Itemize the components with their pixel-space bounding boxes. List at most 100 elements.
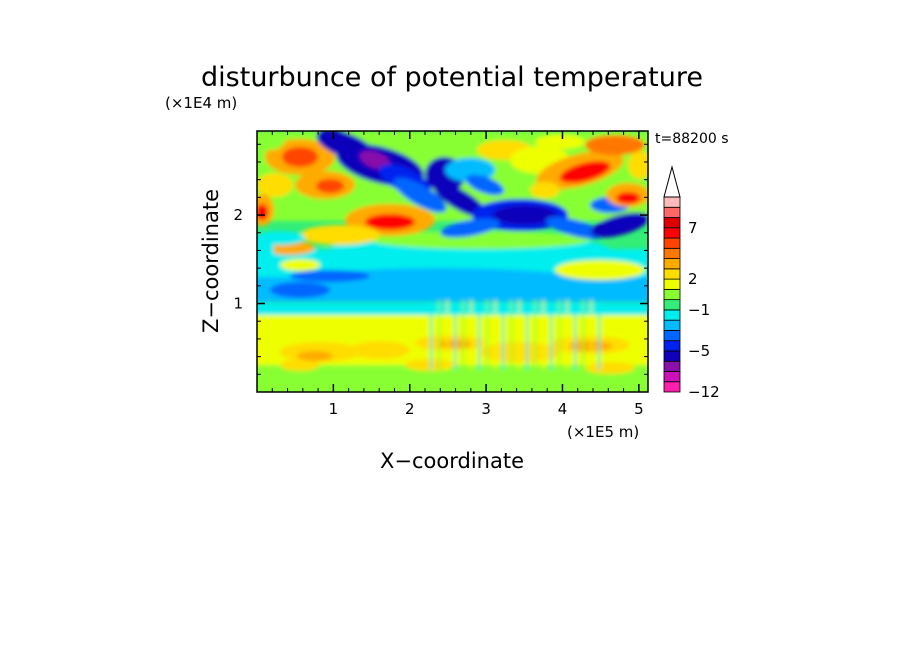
- wave-stripe: [470, 300, 473, 370]
- wave-stripe: [566, 300, 569, 370]
- wave-stripe: [558, 300, 561, 370]
- contour-region: [466, 174, 504, 196]
- contour-region: [562, 170, 578, 180]
- y-axis: 12: [233, 143, 648, 375]
- wave-stripe: [478, 300, 481, 370]
- contour-region: [555, 260, 645, 280]
- wave-stripe: [486, 300, 489, 370]
- contour-region: [433, 182, 487, 218]
- contour-region: [585, 362, 635, 374]
- wave-stripe: [510, 300, 513, 370]
- x-axis-label: X−coordinate: [380, 449, 524, 473]
- contour-region: [558, 370, 582, 380]
- contour-region: [350, 341, 410, 359]
- wave-stripe: [518, 300, 521, 370]
- colorbar-swatch-1: [663, 371, 681, 383]
- wave-stripe: [454, 300, 457, 370]
- y-tick-label-0: 1: [233, 295, 243, 313]
- wave-stripe: [526, 300, 529, 370]
- colorbar-label-2: −1: [688, 301, 710, 319]
- x-axis: 1 2 3 4 5: [271, 131, 644, 418]
- contour-region: [257, 131, 285, 150]
- colorbar-swatch-6: [663, 319, 681, 331]
- y-tick-label-1: 2: [233, 206, 243, 224]
- x-tick-label-2: 3: [481, 400, 491, 418]
- wave-stripe: [574, 300, 577, 370]
- contour-region: [290, 270, 370, 282]
- contour-region: [257, 173, 293, 197]
- contour-region: [352, 378, 388, 390]
- x-unit-label: (×1E5 m): [567, 423, 639, 441]
- colorbar-swatch-16: [663, 217, 681, 229]
- colorbar-label-4: −12: [688, 383, 720, 401]
- contour-region: [628, 151, 648, 179]
- colorbar-label-3: −5: [688, 342, 710, 360]
- x-tick-label-3: 4: [558, 400, 568, 418]
- colorbar-swatch-8: [663, 299, 681, 311]
- colorbar-swatch-2: [663, 360, 681, 372]
- wave-stripe: [430, 300, 433, 370]
- contour-region: [316, 179, 344, 193]
- contour-region: [257, 236, 274, 264]
- colorbar-swatch-17: [663, 206, 681, 218]
- wave-stripe: [550, 300, 553, 370]
- contour-region: [616, 192, 640, 204]
- colorbar-swatch-3: [663, 350, 681, 362]
- contour-region: [365, 214, 415, 230]
- colorbar-swatch-4: [663, 340, 681, 352]
- contour-band: [257, 303, 648, 315]
- contour-region: [280, 259, 320, 271]
- colorbar-swatch-12: [663, 258, 681, 270]
- contour-region: [280, 359, 320, 371]
- plot-frame: [256, 130, 649, 393]
- contour-region: [257, 204, 268, 220]
- wave-stripe: [590, 300, 593, 370]
- contour-region: [545, 217, 605, 239]
- contour-region: [485, 372, 515, 384]
- colorbar-swatch-15: [663, 227, 681, 239]
- contour-region: [359, 150, 391, 170]
- colorbar: 7 2 −1 −5 −12: [663, 165, 720, 401]
- colorbar-swatch-13: [663, 247, 681, 259]
- colorbar-swatch-5: [663, 330, 681, 342]
- colorbar-swatch-14: [663, 237, 681, 249]
- wave-stripe: [534, 300, 537, 370]
- contour-region: [604, 377, 636, 387]
- contour-region: [282, 147, 318, 167]
- colorbar-swatch-7: [663, 309, 681, 321]
- contour-region: [535, 135, 585, 149]
- contour-plot-area: [257, 131, 648, 392]
- contour-region: [585, 135, 645, 155]
- x-tick-label-4: 5: [634, 400, 644, 418]
- contour-region: [590, 212, 648, 238]
- contour-region: [297, 351, 333, 361]
- colorbar-swatch-0: [663, 381, 681, 393]
- contour-region: [530, 182, 560, 198]
- y-unit-label: (×1E4 m): [165, 94, 237, 112]
- x-tick-label-0: 1: [329, 400, 339, 418]
- colorbar-swatch-18: [663, 196, 681, 208]
- wave-stripe: [494, 300, 497, 370]
- contour-region: [493, 205, 557, 225]
- wave-stripe: [582, 300, 585, 370]
- wave-stripe: [598, 300, 601, 370]
- wave-stripe: [542, 300, 545, 370]
- contour-region: [393, 177, 447, 213]
- wave-stripe: [438, 300, 441, 370]
- colorbar-extend-arrow: [663, 165, 681, 198]
- x-tick-label-1: 2: [405, 400, 415, 418]
- wave-stripe: [462, 300, 465, 370]
- y-axis-label: Z−coordinate: [199, 189, 223, 333]
- contour-region: [270, 282, 330, 298]
- contour-region: [270, 379, 310, 391]
- contour-region: [370, 231, 590, 249]
- colorbar-swatch-9: [663, 288, 681, 301]
- contour-region: [300, 225, 380, 245]
- wave-stripe: [502, 300, 505, 370]
- colorbar-swatch-10: [663, 278, 681, 290]
- contour-region: [440, 218, 500, 238]
- colorbar-swatch-11: [663, 268, 681, 280]
- contour-field: [257, 131, 648, 392]
- colorbar-label-1: 2: [688, 270, 698, 288]
